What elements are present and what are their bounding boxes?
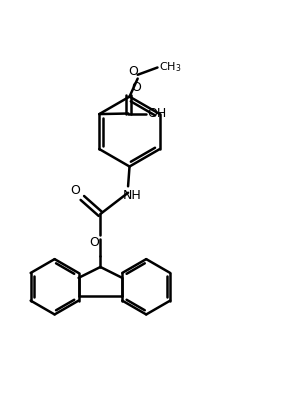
- Text: O: O: [128, 65, 138, 78]
- Text: O: O: [131, 81, 141, 94]
- Text: OH: OH: [147, 107, 167, 120]
- Text: O: O: [71, 184, 81, 196]
- Text: O: O: [89, 236, 99, 249]
- Text: NH: NH: [123, 189, 142, 202]
- Text: CH$_3$: CH$_3$: [159, 60, 181, 74]
